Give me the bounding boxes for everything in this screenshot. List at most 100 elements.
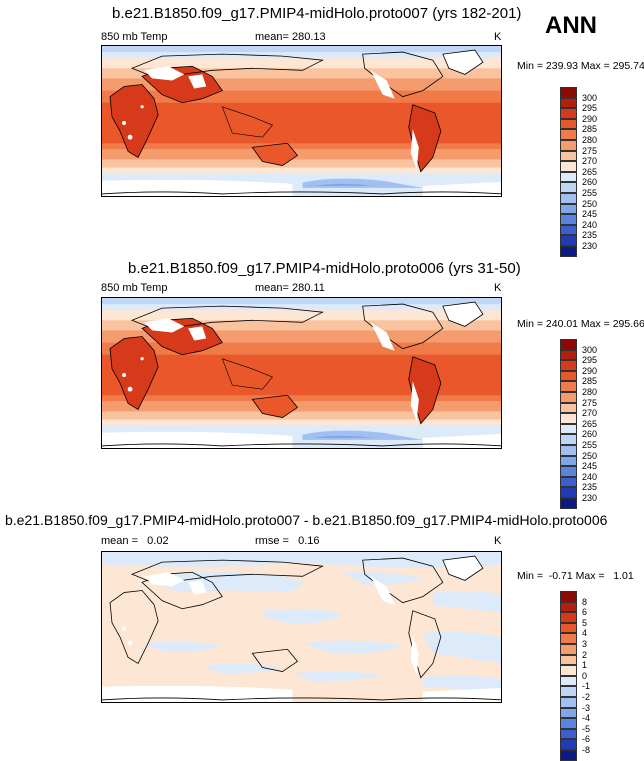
colorbar-tick-label: 1 bbox=[582, 660, 588, 671]
colorbar-tick-label: 300 bbox=[582, 344, 598, 355]
colorbar-swatch bbox=[560, 214, 577, 225]
panel-3-mean-label: mean = 0.02 bbox=[101, 535, 169, 547]
colorbar-tick-label: 240 bbox=[582, 471, 598, 482]
panel-2-title: b.e21.B1850.f09_g17.PMIP4-midHolo.proto0… bbox=[128, 260, 521, 277]
colorbar-tick-label: 270 bbox=[582, 156, 598, 167]
season-label: ANN bbox=[545, 12, 597, 39]
colorbar-swatch bbox=[560, 150, 577, 162]
colorbar-tick-label: 0 bbox=[582, 670, 588, 681]
colorbar-tick-label: 6 bbox=[582, 607, 588, 618]
colorbar-tick-label: 280 bbox=[582, 135, 598, 145]
panel-2-units-label: K bbox=[494, 282, 502, 294]
panel-3-rmse-label: rmse = 0.16 bbox=[255, 535, 320, 547]
colorbar-swatch bbox=[560, 445, 577, 456]
colorbar-swatch bbox=[560, 466, 577, 477]
colorbar-tick-label: 235 bbox=[582, 482, 598, 493]
panel-1-variable-label: 850 mb Temp bbox=[101, 31, 168, 43]
colorbar-tick-label: 260 bbox=[582, 177, 598, 188]
panel-3-title: b.e21.B1850.f09_g17.PMIP4-midHolo.proto0… bbox=[5, 512, 608, 528]
colorbar-tick-label: 265 bbox=[582, 166, 598, 177]
colorbar-tick-label: 5 bbox=[582, 617, 588, 628]
colorbar-tick-label: -3 bbox=[582, 702, 591, 713]
colorbar-tick-label: 245 bbox=[582, 209, 598, 220]
colorbar-swatch bbox=[560, 171, 577, 183]
colorbar-swatch bbox=[560, 140, 577, 151]
panel-2-mean-label: mean= 280.11 bbox=[255, 282, 325, 294]
colorbar-swatch bbox=[560, 591, 577, 602]
colorbar-tick-label: 2 bbox=[582, 649, 588, 660]
colorbar-swatch bbox=[560, 108, 577, 119]
panel-1-minmax-label: Min = 239.93 Max = 295.74 bbox=[517, 60, 644, 72]
colorbar-swatch bbox=[560, 423, 577, 435]
colorbar-swatch bbox=[560, 633, 577, 644]
colorbar-tick-label: 280 bbox=[582, 387, 598, 397]
colorbar-swatch bbox=[560, 193, 577, 204]
colorbar-swatch bbox=[560, 235, 577, 246]
colorbar-tick-label: 240 bbox=[582, 219, 598, 230]
colorbar-tick-label: -8 bbox=[582, 745, 591, 755]
panel-1-mean-label: mean= 280.13 bbox=[255, 31, 326, 43]
colorbar-swatch bbox=[560, 750, 577, 761]
colorbar-swatch bbox=[560, 718, 577, 729]
panel-3-units-label: K bbox=[494, 535, 502, 547]
colorbar-swatch bbox=[560, 97, 577, 109]
colorbar-tick-label: 285 bbox=[582, 376, 598, 387]
panel-3-minmax-label: Min = -0.71 Max = 1.01 bbox=[517, 570, 634, 582]
colorbar-tick-label: -5 bbox=[582, 723, 591, 734]
colorbar-swatch bbox=[560, 434, 577, 445]
colorbar-tick-label: 290 bbox=[582, 113, 598, 124]
colorbar-swatch bbox=[560, 686, 577, 697]
colorbar-swatch bbox=[560, 402, 577, 414]
colorbar-tick-label: 285 bbox=[582, 124, 598, 135]
colorbar-tick-label: -1 bbox=[582, 681, 591, 692]
panel-2-map bbox=[101, 297, 502, 449]
colorbar-swatch bbox=[560, 360, 577, 371]
colorbar-swatch bbox=[560, 644, 577, 655]
colorbar-swatch bbox=[560, 381, 577, 392]
colorbar-tick-label: 265 bbox=[582, 418, 598, 429]
colorbar-tick-label: 275 bbox=[582, 145, 598, 156]
colorbar-swatch bbox=[560, 622, 577, 634]
colorbar-swatch bbox=[560, 392, 577, 403]
colorbar-tick-label: 4 bbox=[582, 628, 588, 639]
colorbar-tick-label: 300 bbox=[582, 92, 598, 103]
colorbar-swatch bbox=[560, 339, 577, 350]
colorbar-swatch bbox=[560, 487, 577, 498]
colorbar-swatch bbox=[560, 455, 577, 467]
colorbar-swatch bbox=[560, 118, 577, 130]
colorbar-tick-label: 255 bbox=[582, 188, 598, 198]
colorbar-swatch bbox=[560, 612, 577, 623]
colorbar-swatch bbox=[560, 654, 577, 666]
colorbar-tick-label: 255 bbox=[582, 440, 598, 450]
colorbar-tick-label: -4 bbox=[582, 713, 591, 724]
colorbar-swatch bbox=[560, 697, 577, 708]
colorbar-tick-label: 250 bbox=[582, 198, 598, 209]
colorbar-swatch bbox=[560, 476, 577, 488]
colorbar-tick-label: 3 bbox=[582, 639, 588, 649]
colorbar-swatch bbox=[560, 129, 577, 140]
colorbar-swatch bbox=[560, 665, 577, 676]
colorbar-swatch bbox=[560, 349, 577, 361]
colorbar-swatch bbox=[560, 601, 577, 613]
colorbar-swatch bbox=[560, 87, 577, 98]
panel-2-variable-label: 850 mb Temp bbox=[101, 282, 168, 294]
colorbar-tick-label: 235 bbox=[582, 230, 598, 241]
colorbar-tick-label: 230 bbox=[582, 493, 598, 503]
colorbar-swatch bbox=[560, 203, 577, 215]
colorbar-swatch bbox=[560, 182, 577, 193]
colorbar-tick-label: 250 bbox=[582, 450, 598, 461]
colorbar-tick-label: 260 bbox=[582, 429, 598, 440]
panel-1-map bbox=[101, 45, 502, 197]
colorbar-tick-label: 295 bbox=[582, 103, 598, 114]
colorbar-tick-label: 245 bbox=[582, 461, 598, 472]
colorbar-tick-label: 270 bbox=[582, 408, 598, 419]
colorbar-tick-label: 295 bbox=[582, 355, 598, 366]
panel-2-minmax-label: Min = 240.01 Max = 295.66 bbox=[517, 318, 644, 330]
colorbar-swatch bbox=[560, 370, 577, 382]
colorbar-swatch bbox=[560, 246, 577, 257]
colorbar-tick-label: 230 bbox=[582, 241, 598, 251]
colorbar-swatch bbox=[560, 707, 577, 719]
panel-1-title: b.e21.B1850.f09_g17.PMIP4-midHolo.proto0… bbox=[112, 5, 522, 22]
colorbar-tick-label: 275 bbox=[582, 397, 598, 408]
colorbar-swatch bbox=[560, 161, 577, 172]
